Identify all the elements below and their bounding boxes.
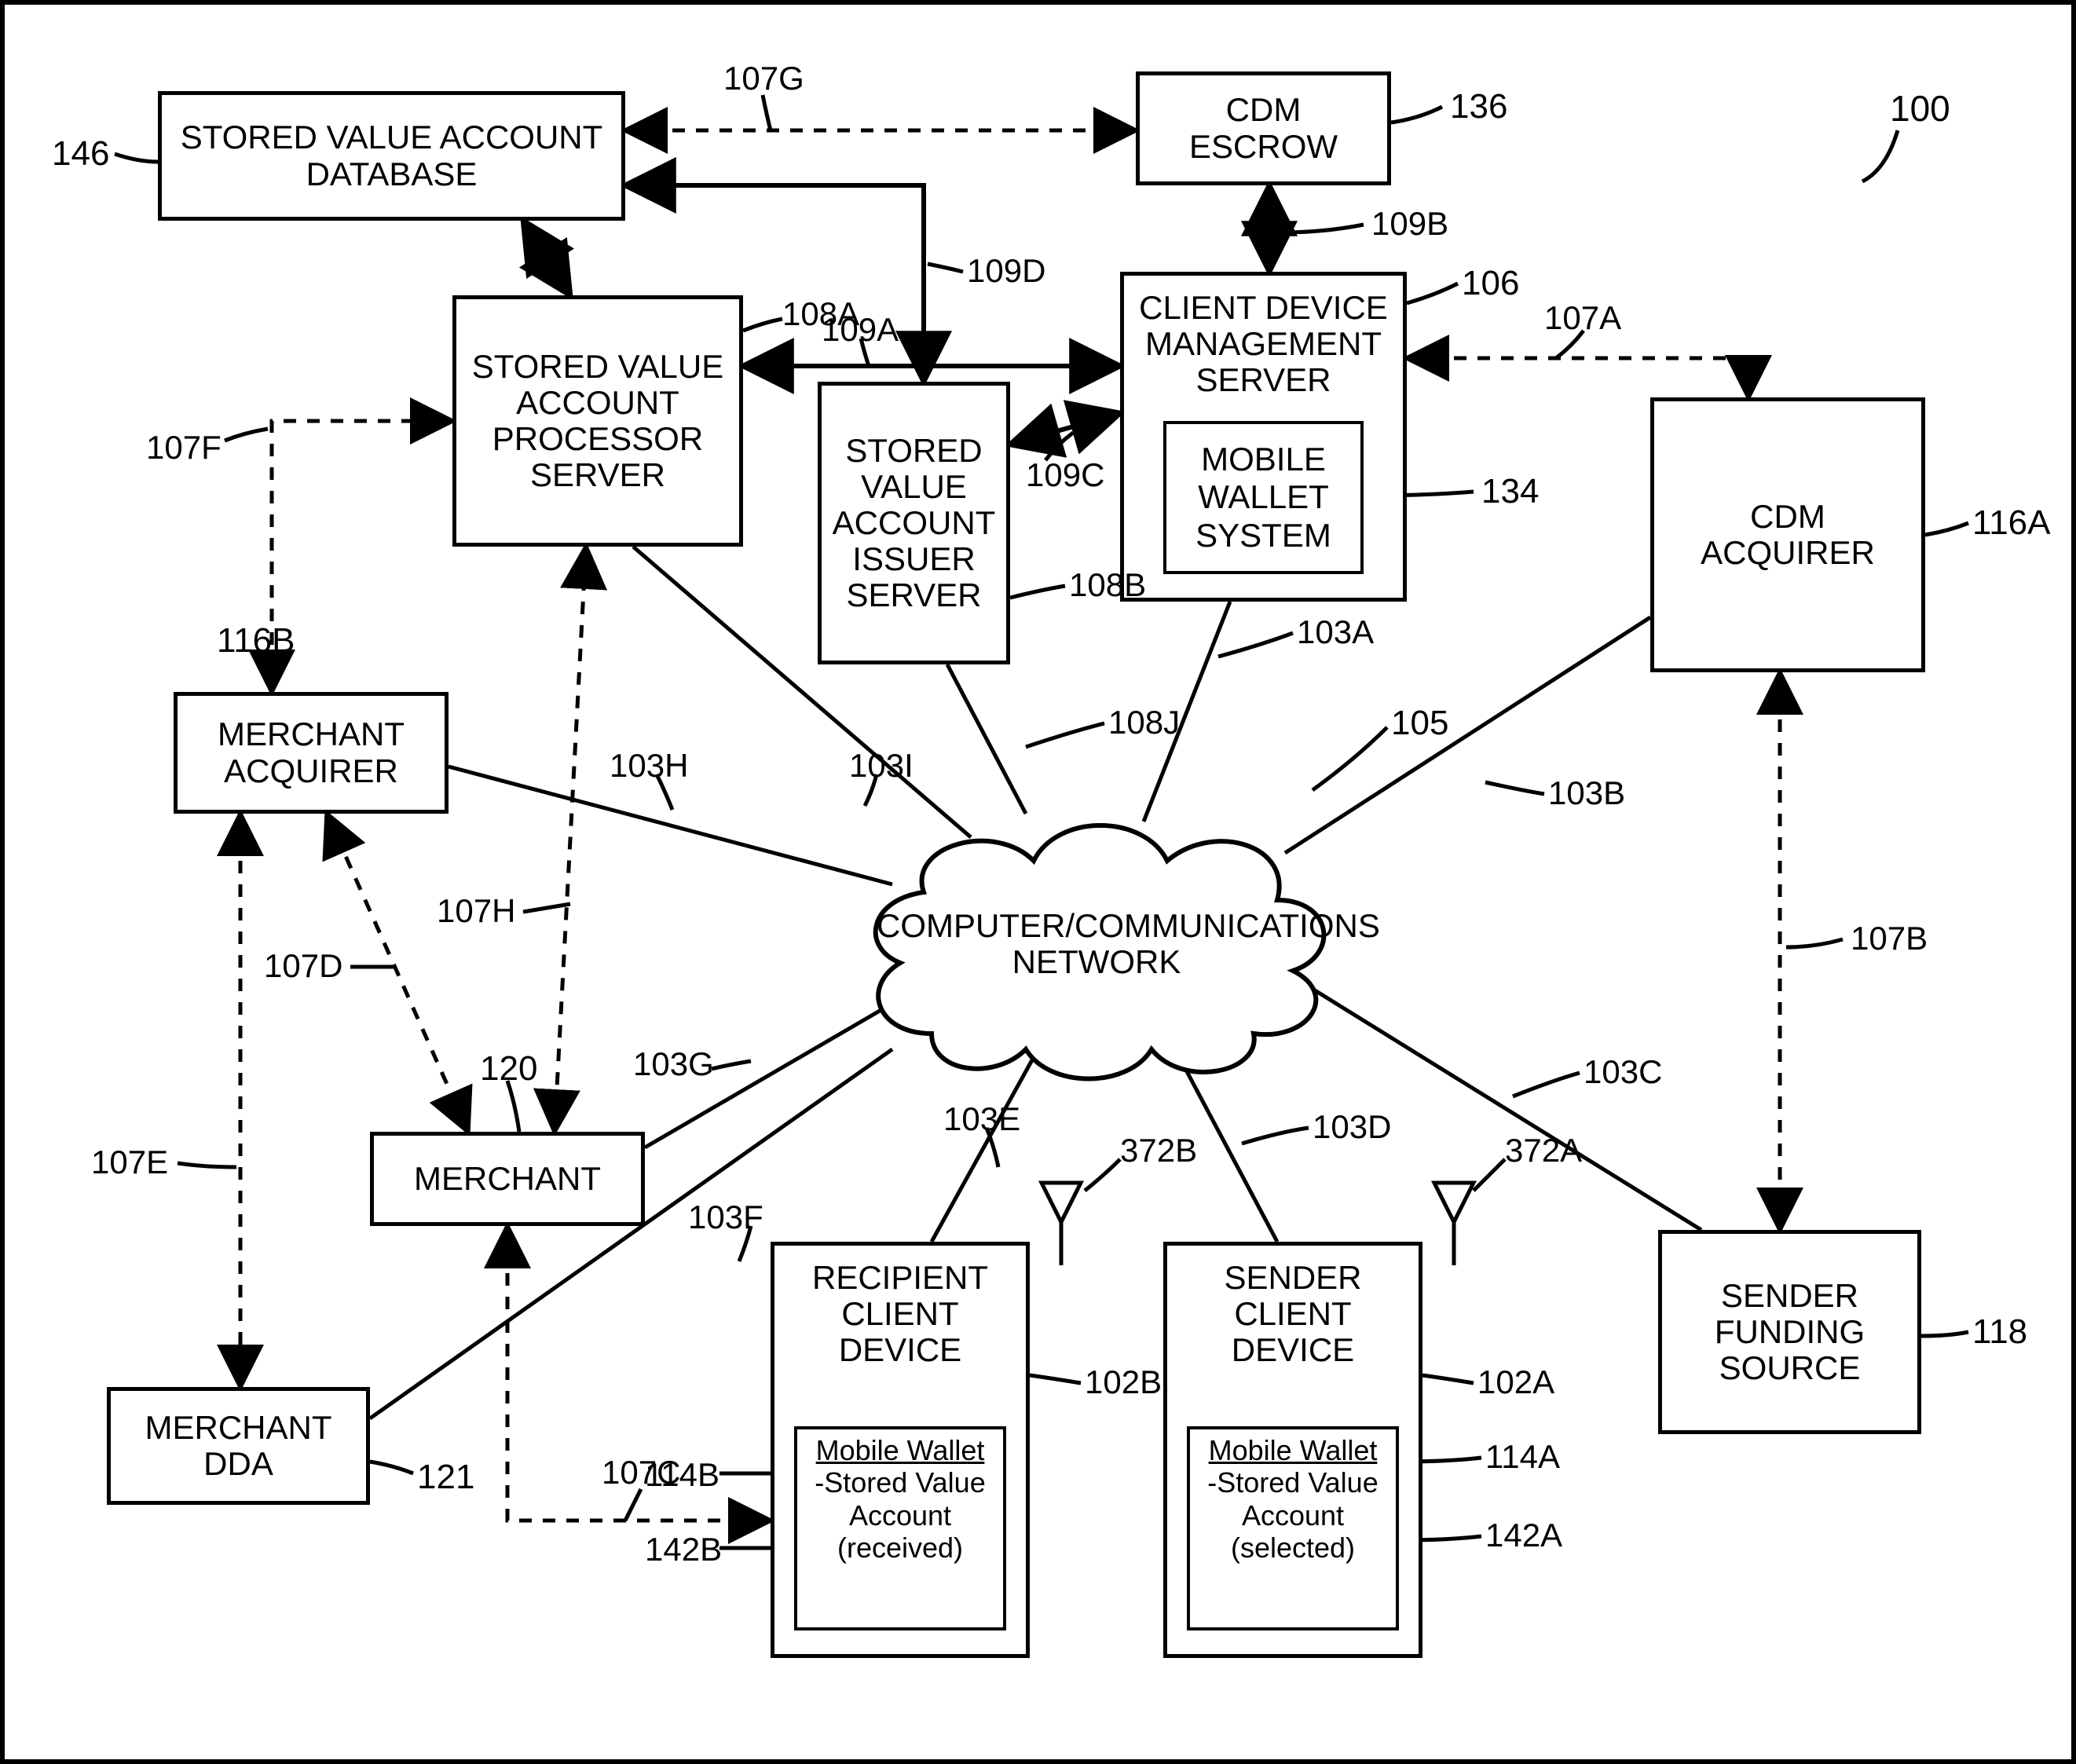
sender-wallet-header: Mobile Wallet xyxy=(1209,1434,1378,1466)
ref-372A: 372A xyxy=(1505,1132,1582,1169)
ref-103E: 103E xyxy=(943,1100,1020,1138)
ref-106: 106 xyxy=(1462,264,1519,303)
merchant-acquirer: MERCHANTACQUIRER xyxy=(174,692,449,814)
ref-107E: 107E xyxy=(91,1144,168,1181)
ref-107A: 107A xyxy=(1544,299,1621,337)
ref-102B: 102B xyxy=(1085,1363,1162,1401)
ref-103B: 103B xyxy=(1548,774,1625,812)
ref-109A: 109A xyxy=(822,311,899,349)
merchant: MERCHANT xyxy=(370,1132,645,1226)
stored-value-account-processor-server: STORED VALUEACCOUNTPROCESSORSERVER xyxy=(452,295,743,547)
ref-105: 105 xyxy=(1391,704,1448,743)
ref-134: 134 xyxy=(1481,472,1539,511)
ref-118: 118 xyxy=(1972,1312,2027,1352)
ref-116A: 116A xyxy=(1972,503,2051,543)
ref-103I: 103I xyxy=(849,747,914,785)
stored-value-account-database: STORED VALUE ACCOUNTDATABASE xyxy=(158,91,625,221)
recipient-wallet-line3: (received) xyxy=(837,1532,963,1564)
recipient-wallet-line2: Account xyxy=(849,1499,951,1532)
diagram-canvas: COMPUTER/COMMUNICATIONSNETWORK STORED VA… xyxy=(0,0,2076,1764)
ref-107D: 107D xyxy=(264,947,342,985)
ref-103F: 103F xyxy=(688,1199,763,1236)
cdm-escrow: CDMESCROW xyxy=(1136,71,1391,185)
merchant-dda: MERCHANTDDA xyxy=(107,1387,370,1505)
sender-wallet-line3: (selected) xyxy=(1231,1532,1355,1564)
stored-value-account-issuer-server: STOREDVALUEACCOUNTISSUERSERVER xyxy=(818,382,1010,664)
ref-108B: 108B xyxy=(1069,566,1146,604)
ref-121: 121 xyxy=(417,1458,474,1497)
ref-103C: 103C xyxy=(1584,1053,1662,1091)
ref-146: 146 xyxy=(52,134,109,174)
recipient-antenna-icon xyxy=(1034,1175,1089,1269)
ref-116B: 116B xyxy=(217,621,295,661)
sender-wallet-line1: -Stored Value xyxy=(1207,1466,1378,1499)
ref-109C: 109C xyxy=(1026,456,1104,494)
ref-108J: 108J xyxy=(1108,704,1180,741)
ref-102A: 102A xyxy=(1477,1363,1554,1401)
ref-372B: 372B xyxy=(1120,1132,1197,1169)
ref-109D: 109D xyxy=(967,252,1045,290)
ref-107H: 107H xyxy=(437,892,515,930)
sender-funding-source: SENDERFUNDINGSOURCE xyxy=(1658,1230,1921,1434)
recipient-wallet-line1: -Stored Value xyxy=(815,1466,985,1499)
ref-107G: 107G xyxy=(723,60,804,97)
ref-107B: 107B xyxy=(1851,920,1928,957)
ref-103G: 103G xyxy=(633,1045,714,1083)
ref-136: 136 xyxy=(1450,87,1507,126)
ref-107F: 107F xyxy=(146,429,222,467)
recipient-mobile-wallet: Mobile Wallet -Stored Value Account (rec… xyxy=(794,1426,1006,1630)
ref-103H: 103H xyxy=(610,747,688,785)
ref-100: 100 xyxy=(1890,87,1950,130)
ref-142B: 142B xyxy=(645,1531,722,1568)
ref-114B: 114B xyxy=(645,1456,719,1494)
ref-114A: 114A xyxy=(1485,1438,1560,1476)
cloud-text-1: COMPUTER/COMMUNICATIONSNETWORK xyxy=(877,907,1380,980)
ref-103A: 103A xyxy=(1297,613,1374,651)
ref-109B: 109B xyxy=(1371,205,1448,243)
ref-120: 120 xyxy=(480,1049,537,1089)
recipient-wallet-header: Mobile Wallet xyxy=(816,1434,985,1466)
ref-103D: 103D xyxy=(1313,1108,1391,1146)
cloud-label: COMPUTER/COMMUNICATIONSNETWORK xyxy=(877,908,1316,980)
sender-mobile-wallet: Mobile Wallet -Stored Value Account (sel… xyxy=(1187,1426,1399,1630)
sender-wallet-line2: Account xyxy=(1242,1499,1344,1532)
sender-antenna-icon xyxy=(1426,1175,1481,1269)
mobile-wallet-system: MOBILEWALLETSYSTEM xyxy=(1163,421,1364,574)
cdm-acquirer: CDMACQUIRER xyxy=(1650,397,1925,672)
ref-142A: 142A xyxy=(1485,1517,1562,1554)
